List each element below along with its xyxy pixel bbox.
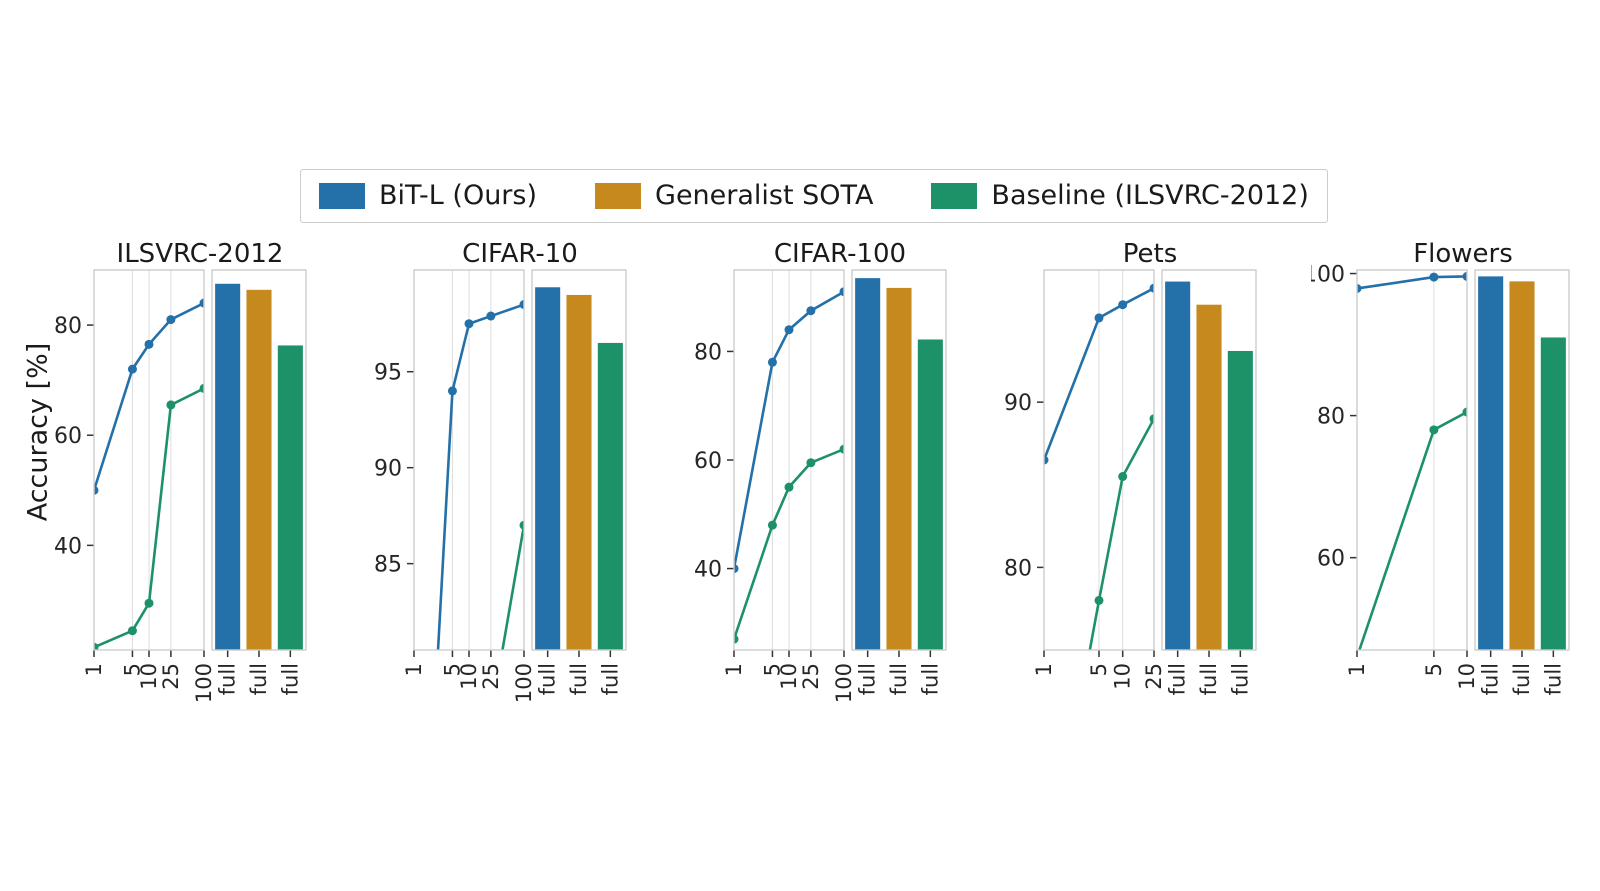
svg-text:25: 25 [479, 663, 503, 690]
svg-text:40: 40 [694, 558, 722, 583]
svg-text:25: 25 [1142, 663, 1166, 690]
svg-text:full: full [536, 663, 560, 695]
svg-text:1: 1 [82, 663, 106, 676]
svg-text:5: 5 [760, 663, 784, 676]
legend-swatch-baseline-icon [931, 183, 978, 209]
panel-pets: Pets 80 90 1 5 10 25 full full full [998, 235, 1260, 715]
svg-text:60: 60 [1317, 547, 1345, 572]
panel-title-pets: Pets [1123, 239, 1178, 269]
svg-text:100: 100 [512, 663, 536, 703]
svg-text:85: 85 [374, 553, 402, 578]
svg-text:full: full [1228, 663, 1252, 695]
svg-text:10: 10 [1111, 663, 1135, 690]
svg-text:10: 10 [777, 663, 801, 690]
panel-ilsvrc-2012: ILSVRC-2012 40 60 80 1 5 10 25 100 full full full [48, 235, 310, 715]
svg-text:80: 80 [54, 314, 82, 339]
legend: BiT-L (Ours) Generalist SOTA Baseline (I… [300, 169, 1328, 223]
svg-text:5: 5 [440, 663, 464, 676]
panel-svg-4: Flowers 60801001510fullfullfull [1311, 239, 1570, 695]
legend-swatch-bitl-icon [319, 183, 365, 209]
panel-title-cifar-100: CIFAR-100 [774, 239, 906, 269]
svg-text:90: 90 [1004, 391, 1032, 416]
svg-text:60: 60 [54, 424, 82, 449]
svg-text:5: 5 [120, 663, 144, 676]
svg-text:full: full [216, 663, 240, 695]
legend-label-baseline: Baseline (ILSVRC-2012) [991, 180, 1309, 211]
svg-text:40: 40 [54, 534, 82, 559]
svg-text:5: 5 [1422, 663, 1446, 676]
svg-text:25: 25 [159, 663, 183, 690]
legend-label-sota: Generalist SOTA [655, 180, 874, 211]
panel-title-cifar-10: CIFAR-10 [462, 239, 578, 269]
svg-text:1: 1 [722, 663, 746, 676]
panel-title-flowers: Flowers [1413, 239, 1513, 269]
svg-text:full: full [887, 663, 911, 695]
svg-text:95: 95 [374, 361, 402, 386]
svg-text:full: full [598, 663, 622, 695]
svg-text:100: 100 [832, 663, 856, 703]
svg-text:1: 1 [1345, 663, 1369, 676]
svg-text:10: 10 [137, 663, 161, 690]
svg-text:full: full [856, 663, 880, 695]
svg-text:10: 10 [457, 663, 481, 690]
legend-item-bitl: BiT-L (Ours) [319, 180, 537, 212]
svg-text:25: 25 [799, 663, 823, 690]
svg-text:1: 1 [402, 663, 426, 676]
svg-text:10: 10 [1455, 663, 1479, 690]
svg-text:full: full [567, 663, 591, 695]
svg-text:full: full [1166, 663, 1190, 695]
svg-text:60: 60 [694, 449, 722, 474]
panel-flowers: Flowers 60801001510fullfullfull [1311, 235, 1573, 715]
svg-text:80: 80 [1004, 556, 1032, 581]
legend-swatch-sota-icon [595, 183, 642, 209]
panel-title-ilsvrc-2012: ILSVRC-2012 [117, 239, 284, 269]
svg-text:100: 100 [1311, 263, 1345, 288]
svg-text:full: full [1479, 663, 1503, 695]
svg-text:100: 100 [192, 663, 216, 703]
svg-text:full: full [1510, 663, 1534, 695]
panel-cifar-10: CIFAR-10 85 90 95 1 5 10 25 100 full full full [368, 235, 630, 715]
svg-text:full: full [1197, 663, 1221, 695]
svg-text:1: 1 [1032, 663, 1056, 676]
legend-item-baseline: Baseline (ILSVRC-2012) [931, 180, 1309, 212]
svg-text:80: 80 [694, 340, 722, 365]
legend-item-sota: Generalist SOTA [595, 180, 873, 212]
legend-label-bitl: BiT-L (Ours) [379, 180, 538, 211]
svg-text:80: 80 [1317, 405, 1345, 430]
svg-text:full: full [1541, 663, 1565, 695]
svg-text:full: full [918, 663, 942, 695]
svg-text:90: 90 [374, 457, 402, 482]
svg-text:full: full [278, 663, 302, 695]
svg-text:5: 5 [1087, 663, 1111, 676]
svg-text:full: full [247, 663, 271, 695]
panel-cifar-100: CIFAR-100 40 60 80 1 5 10 25 100 full full full [688, 235, 950, 715]
